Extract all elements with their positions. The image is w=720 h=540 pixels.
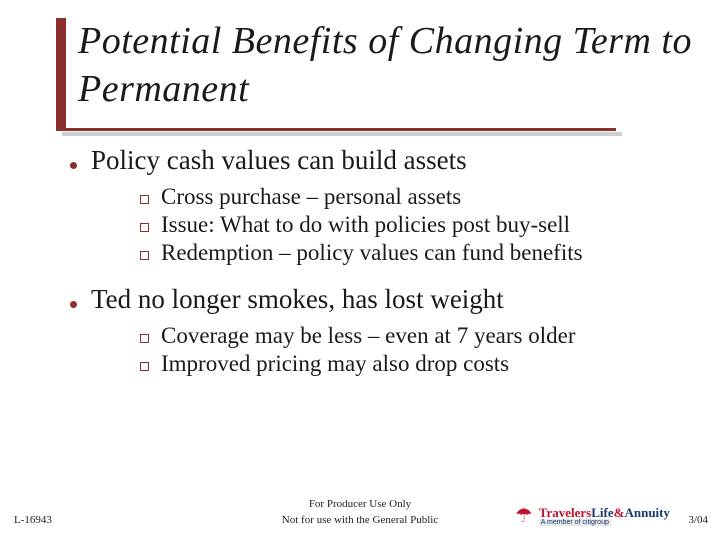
sub-bullet-item: Improved pricing may also drop costs (140, 351, 680, 377)
footer-line2: Not for use with the General Public (282, 513, 438, 528)
square-bullet-icon (140, 251, 149, 260)
bullet-text: Ted no longer smokes, has lost weight (91, 284, 504, 315)
slide-footer: L-16943 For Producer Use Only Not for us… (0, 488, 720, 532)
sub-bullet-item: Cross purchase – personal assets (140, 184, 680, 210)
sub-bullet-text: Coverage may be less – even at 7 years o… (161, 323, 575, 349)
slide-title-block: Potential Benefits of Changing Term to P… (0, 0, 720, 113)
sub-bullet-list: Cross purchase – personal assets Issue: … (70, 184, 680, 266)
logo-ampersand: & (614, 505, 625, 520)
bullet-text: Policy cash values can build assets (91, 145, 467, 176)
logo-brand-annuity: Annuity (624, 505, 670, 520)
footer-code: L-16943 (14, 514, 52, 526)
logo-text-block: TravelersLife&Annuity A member of citigr… (539, 506, 670, 526)
square-bullet-icon (140, 362, 149, 371)
umbrella-icon: ☂ (515, 506, 533, 526)
logo-brand-life: Life (591, 505, 613, 520)
logo-subtext: A member of citigroup (539, 519, 611, 526)
title-underline (56, 128, 616, 131)
title-accent-bar (56, 18, 66, 128)
sub-bullet-item: Coverage may be less – even at 7 years o… (140, 323, 680, 349)
travelers-logo: ☂ TravelersLife&Annuity A member of citi… (515, 506, 670, 526)
sub-bullet-text: Issue: What to do with policies post buy… (161, 212, 570, 238)
slide-content: Policy cash values can build assets Cros… (0, 113, 720, 377)
logo-brand-travelers: Travelers (539, 505, 591, 520)
bullet-item: Ted no longer smokes, has lost weight (70, 284, 680, 315)
sub-bullet-list: Coverage may be less – even at 7 years o… (70, 323, 680, 377)
square-bullet-icon (140, 195, 149, 204)
footer-date: 3/04 (688, 514, 708, 526)
sub-bullet-text: Cross purchase – personal assets (161, 184, 461, 210)
square-bullet-icon (140, 334, 149, 343)
sub-bullet-text: Redemption – policy values can fund bene… (161, 240, 583, 266)
bullet-dot-icon (70, 301, 77, 308)
sub-bullet-item: Issue: What to do with policies post buy… (140, 212, 680, 238)
title-underline-shadow (62, 132, 622, 136)
footer-line1: For Producer Use Only (282, 497, 438, 512)
bullet-dot-icon (70, 162, 77, 169)
bullet-item: Policy cash values can build assets (70, 145, 680, 176)
footer-disclaimer: For Producer Use Only Not for use with t… (282, 497, 438, 528)
sub-bullet-item: Redemption – policy values can fund bene… (140, 240, 680, 266)
slide-title: Potential Benefits of Changing Term to P… (78, 18, 720, 113)
sub-bullet-text: Improved pricing may also drop costs (161, 351, 509, 377)
logo-main-text: TravelersLife&Annuity (539, 506, 670, 519)
square-bullet-icon (140, 223, 149, 232)
